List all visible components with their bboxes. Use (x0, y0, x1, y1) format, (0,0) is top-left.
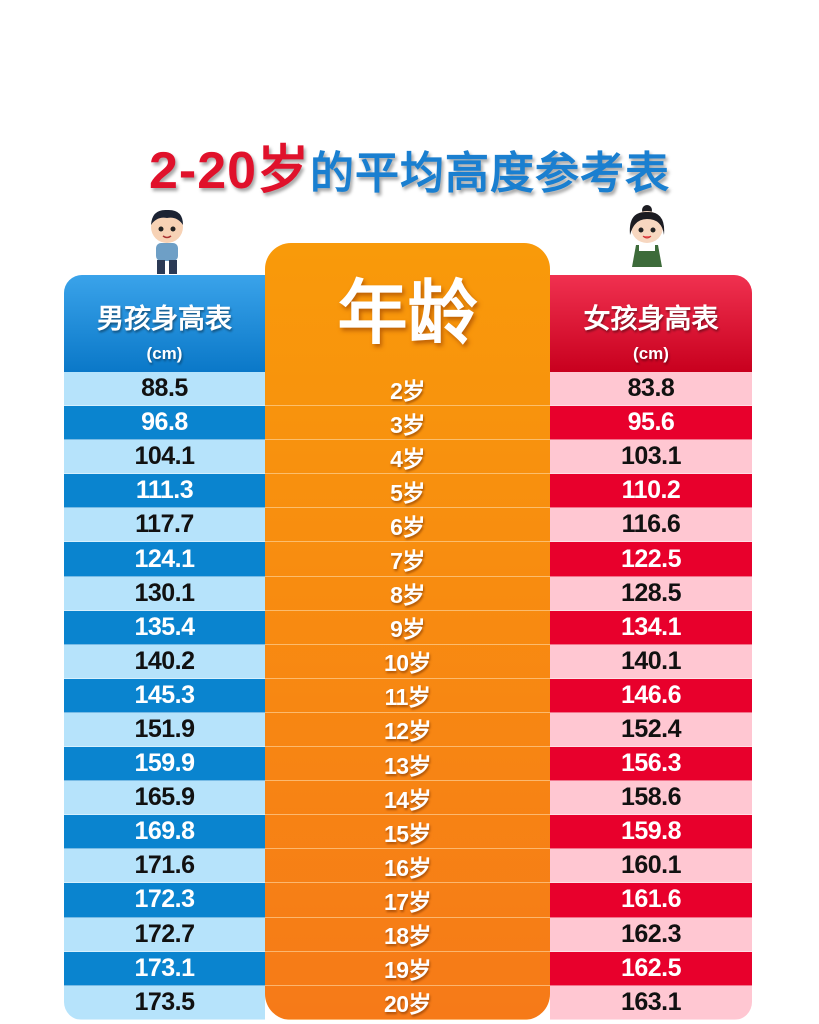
girls-cell: 146.6 (550, 678, 752, 713)
ages-cell: 20岁 (265, 986, 550, 1020)
ages-cell: 8岁 (265, 577, 550, 611)
girls-cell: 156.3 (550, 747, 752, 782)
boy-cartoon-icon (151, 209, 183, 274)
boys-cell: 130.1 (64, 577, 265, 611)
ages-cell: 19岁 (265, 952, 550, 986)
ages-cell: 11岁 (265, 679, 550, 713)
boys-cell: 117.7 (64, 508, 265, 543)
boys-cell: 151.9 (64, 713, 265, 748)
page-title: 2-20岁的平均高度参考表 (0, 128, 819, 203)
boys-header-unit: (cm) (146, 344, 183, 363)
boys-cell: 145.3 (64, 678, 265, 713)
girl-cartoon-icon (629, 205, 665, 267)
ages-cell: 16岁 (265, 849, 550, 884)
boys-cell: 96.8 (64, 406, 265, 441)
ages-cell: 2岁 (265, 372, 550, 407)
girls-cell: 158.6 (550, 781, 752, 816)
ages-cell: 9岁 (265, 611, 550, 645)
girls-cell: 140.1 (550, 645, 752, 679)
boys-cell: 124.1 (64, 542, 265, 577)
girls-height-column: 女孩身高表 (cm) 83.8 95.6 103.1 110.2 116.6 122.5 1… (550, 275, 752, 1020)
ages-cell: 6岁 (265, 508, 550, 543)
ages-cell: 7岁 (265, 542, 550, 577)
ages-cell: 17岁 (265, 883, 550, 918)
girls-cell: 128.5 (550, 577, 752, 611)
boys-column-header: 男孩身高表 (cm) (64, 275, 265, 372)
girls-cell: 83.8 (550, 372, 752, 407)
boys-cell: 165.9 (64, 781, 265, 816)
boys-cell: 171.6 (64, 849, 265, 884)
ages-cell: 15岁 (265, 815, 550, 850)
boys-header-label: 男孩身高表 (97, 304, 232, 334)
boys-cell: 173.5 (64, 986, 265, 1020)
girls-cell: 110.2 (550, 474, 752, 509)
boys-cell: 159.9 (64, 747, 265, 782)
girls-cell: 95.6 (550, 406, 752, 441)
girls-cell: 160.1 (550, 849, 752, 884)
boys-cell: 172.3 (64, 883, 265, 918)
boys-cell: 88.5 (64, 372, 265, 407)
ages-cell: 18岁 (265, 918, 550, 952)
boys-cell: 172.7 (64, 918, 265, 952)
girls-cell: 162.5 (550, 951, 752, 986)
ages-cell: 3岁 (265, 406, 550, 441)
girls-cell: 103.1 (550, 440, 752, 475)
title-age-range: 2-20岁 (148, 142, 311, 200)
boys-cell: 104.1 (64, 440, 265, 475)
ages-cell: 13岁 (265, 747, 550, 782)
girls-cell: 122.5 (550, 542, 752, 577)
girls-cell: 134.1 (550, 610, 752, 645)
ages-cell: 12岁 (265, 713, 550, 748)
age-column-header: 年龄 (337, 274, 478, 352)
girls-cell: 152.4 (550, 713, 752, 748)
boys-cell: 173.1 (64, 951, 265, 986)
boys-cell: 111.3 (64, 474, 265, 509)
girls-cell: 116.6 (550, 508, 752, 543)
ages-cell: 10岁 (265, 645, 550, 679)
boys-cell: 140.2 (64, 645, 265, 679)
girls-cell: 163.1 (550, 986, 752, 1020)
girls-header-label: 女孩身高表 (583, 304, 719, 334)
ages-cell: 5岁 (265, 474, 550, 509)
age-column: 年龄 2岁 3岁 4岁 5岁 6岁 7岁 8岁 9岁 10岁 11岁 12岁 13岁 14岁 15岁 16岁… (265, 243, 550, 1020)
boys-cell: 135.4 (64, 610, 265, 645)
girls-header-unit: (cm) (633, 344, 669, 363)
girls-column-header: 女孩身高表 (cm) (550, 275, 752, 372)
title-text: 的平均高度参考表 (310, 149, 671, 198)
ages-cell: 14岁 (265, 781, 550, 816)
girls-cell: 161.6 (550, 883, 752, 918)
ages-cell: 4岁 (265, 440, 550, 475)
girls-cell: 162.3 (550, 918, 752, 952)
boys-height-column: 男孩身高表 (cm) 88.5 96.8 104.1 111.3 117.7 124.1 1… (64, 275, 265, 1020)
girls-cell: 159.8 (550, 815, 752, 850)
boys-cell: 169.8 (64, 815, 265, 850)
